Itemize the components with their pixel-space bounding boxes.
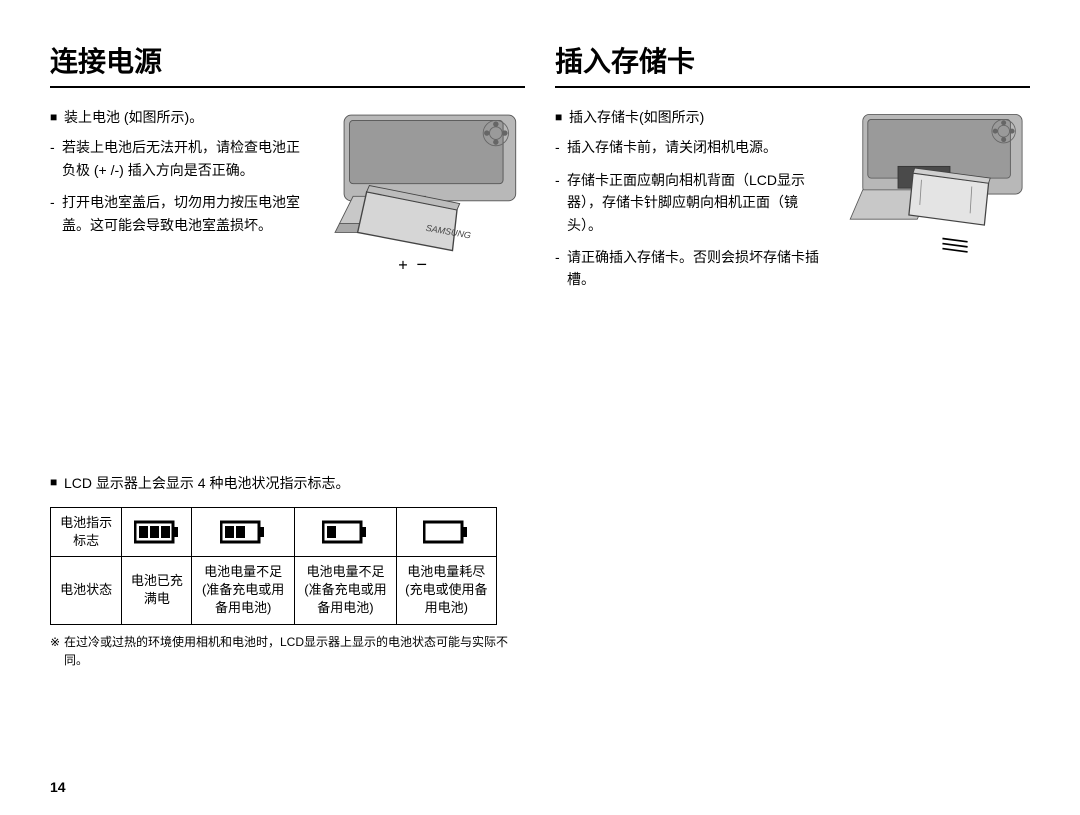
left-bullet-2: 打开电池室盖后，切勿用力按压电池室盖。这可能会导致电池室盖损坏。 — [50, 191, 311, 236]
right-bullet-2: 存储卡正面应朝向相机背面（LCD显示器），存储卡针脚应朝向相机正面（镜头）。 — [555, 169, 831, 236]
battery-empty-icon — [397, 507, 496, 556]
memory-card-insert-illustration — [846, 106, 1031, 270]
status-cell-2: 电池电量不足 (准备充电或用备用电池) — [192, 557, 294, 625]
right-bullet-1: 插入存储卡前，请关闭相机电源。 — [555, 136, 831, 158]
battery-status-table: 电池指示标志 电池状态 电池已充满电 电池电量不足 (准备充电或用备用电池) — [50, 507, 497, 625]
battery-med-icon — [192, 507, 294, 556]
left-bullet-1: 若装上电池后无法开机，请检查电池正负极 (+ /-) 插入方向是否正确。 — [50, 136, 311, 181]
table-row-label-2: 电池状态 — [51, 557, 122, 625]
battery-full-icon — [122, 507, 192, 556]
left-section-title: 连接电源 — [50, 40, 525, 88]
status-cell-1: 电池已充满电 — [122, 557, 192, 625]
left-subheading: 装上电池 (如图所示)。 — [50, 106, 311, 128]
lcd-heading: LCD 显示器上会显示 4 种电池状况指示标志。 — [50, 473, 525, 493]
status-cell-3: 电池电量不足 (准备充电或用备用电池) — [294, 557, 396, 625]
battery-insert-illustration: SAMSUNG + − — [326, 106, 525, 283]
svg-text:−: − — [417, 254, 428, 274]
right-subheading: 插入存储卡(如图所示) — [555, 106, 831, 128]
table-row-label-1: 电池指示标志 — [51, 507, 122, 556]
right-bullet-3: 请正确插入存储卡。否则会损坏存储卡插槽。 — [555, 246, 831, 291]
footnote: 在过冷或过热的环境使用相机和电池时，LCD显示器上显示的电池状态可能与实际不同。 — [50, 633, 511, 669]
status-cell-4: 电池电量耗尽 (充电或使用备用电池) — [397, 557, 496, 625]
page-number: 14 — [50, 779, 66, 795]
battery-low-icon — [294, 507, 396, 556]
right-section-title: 插入存储卡 — [555, 40, 1030, 88]
svg-text:+: + — [399, 256, 409, 274]
